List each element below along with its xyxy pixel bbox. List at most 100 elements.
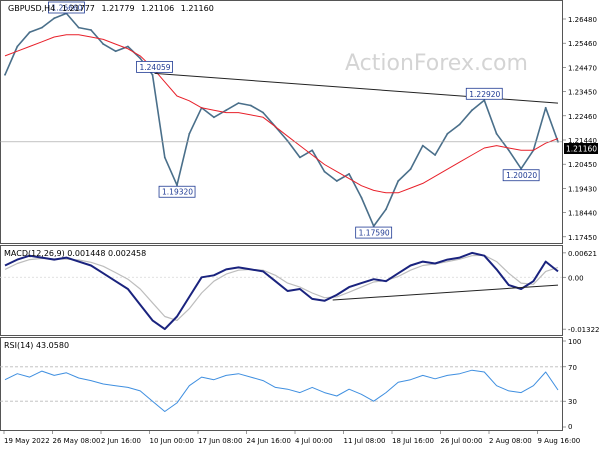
x-tick-label: 11 Jul 08:00 xyxy=(344,437,386,445)
rsi-panel-frame xyxy=(0,337,563,431)
rsi-line xyxy=(4,369,559,412)
x-tick-label: 26 May 08:00 xyxy=(53,437,101,445)
price-point xyxy=(483,99,486,102)
price-point xyxy=(4,73,6,76)
rsi-y-tick-label: 30 xyxy=(568,398,577,406)
x-tick-label: 2 Jun 16:00 xyxy=(101,437,141,445)
moving-average-line xyxy=(4,34,559,194)
price-point xyxy=(458,123,461,126)
x-tick-label: 24 Jun 16:00 xyxy=(247,437,291,445)
macd-plot xyxy=(0,251,562,331)
price-point xyxy=(434,154,436,156)
price-plot: 1.26660 1.24059 1.19320 1.17590 1.22920 1.200… xyxy=(0,1,562,239)
price-annotation-box xyxy=(502,169,540,182)
price-point xyxy=(151,73,154,76)
macd-main-line xyxy=(4,251,559,331)
rsi-plot xyxy=(0,366,562,412)
macd-support-trendline xyxy=(332,284,559,301)
price-panel-frame xyxy=(0,0,563,244)
price-annotation-label: 1.20020 xyxy=(506,171,537,180)
price-point xyxy=(385,208,387,211)
price-annotation-box xyxy=(158,185,196,198)
price-y-tick-label: 1.25460 xyxy=(568,40,597,48)
price-y-tick-label: 1.24470 xyxy=(568,64,597,72)
price-annotation-box xyxy=(355,226,393,239)
price-point xyxy=(348,173,350,175)
symbol-label: GBPUSD,H4 xyxy=(8,4,55,13)
macd-signal-line xyxy=(4,254,559,321)
price-annotation-label: 1.17590 xyxy=(359,229,390,238)
price-point xyxy=(163,156,166,159)
price-annotation-box xyxy=(136,60,173,73)
price-point xyxy=(213,116,215,119)
axes: 1.26480 1.25460 1.24470 1.23450 1.22460 1.214… xyxy=(3,16,599,445)
price-point xyxy=(262,111,264,114)
price-y-tick-label: 1.26480 xyxy=(568,16,597,24)
price-symbol-label: GBPUSD,H4 1.21777 1.21779 1.21106 1.2116… xyxy=(8,4,214,13)
rsi-label: RSI(14) 43.0580 xyxy=(4,341,69,350)
price-y-tick-label: 1.18440 xyxy=(568,210,597,218)
ohlc-open: 1.21777 xyxy=(62,4,95,13)
price-point xyxy=(225,109,228,112)
price-point xyxy=(237,102,240,104)
macd-y-tick-label: 0.00 xyxy=(568,274,584,282)
price-point xyxy=(495,132,498,135)
price-point xyxy=(188,132,191,135)
macd-label: MACD(12,26,9) 0.001448 0.002458 xyxy=(4,249,146,258)
price-y-tick-label: 1.22460 xyxy=(568,113,597,121)
price-point xyxy=(507,149,510,152)
price-point xyxy=(299,156,301,159)
price-y-tick-label: 1.23450 xyxy=(568,89,597,97)
price-point xyxy=(114,50,117,53)
price-point xyxy=(28,31,31,34)
price-y-tick-label: 1.19430 xyxy=(568,185,597,193)
price-point xyxy=(286,140,289,142)
rsi-y-tick-label: 100 xyxy=(568,338,581,346)
price-point xyxy=(311,149,314,152)
x-tick-label: 19 May 2022 xyxy=(4,437,50,445)
x-tick-label: 17 Jun 08:00 xyxy=(198,437,242,445)
price-point xyxy=(249,104,252,107)
price-point xyxy=(90,29,92,31)
x-tick-label: 4 Jul 00:00 xyxy=(295,437,333,445)
price-point xyxy=(77,26,80,29)
price-annotation-box xyxy=(465,87,503,100)
x-tick-label: 2 Aug 08:00 xyxy=(489,437,532,445)
price-point xyxy=(520,167,522,170)
price-point xyxy=(335,180,338,182)
price-point xyxy=(323,170,326,173)
price-point xyxy=(102,43,105,45)
price-y-tick-label: 1.20450 xyxy=(568,161,597,169)
macd-y-tick-label: 0.00621 xyxy=(568,250,597,258)
x-tick-label: 18 Jul 16:00 xyxy=(392,437,434,445)
ohlc-close: 1.21160 xyxy=(181,4,214,13)
price-point xyxy=(53,17,56,20)
price-annotation-box xyxy=(48,1,85,14)
price-point xyxy=(544,106,547,109)
price-point xyxy=(446,132,449,135)
current-price-label: 1.21160 xyxy=(566,145,597,154)
price-series-line xyxy=(4,12,559,227)
price-annotation-label: 1.22920 xyxy=(469,90,500,99)
price-annotation-label: 1.19320 xyxy=(162,188,193,197)
x-tick-label: 26 Jul 00:00 xyxy=(441,437,483,445)
price-point xyxy=(360,196,363,199)
ohlc-low: 1.21106 xyxy=(141,4,174,13)
price-y-tick-label: 1.17450 xyxy=(568,234,597,242)
current-price-tag: 1.21160 xyxy=(564,143,598,154)
price-annotation-label: 1.24059 xyxy=(140,63,171,72)
rsi-y-tick-label: 70 xyxy=(568,364,577,372)
price-point xyxy=(471,109,473,112)
price-point xyxy=(421,144,424,147)
x-tick-label: 10 Jun 00:00 xyxy=(150,437,194,445)
watermark-text: ActionForex.com xyxy=(345,51,528,76)
price-y-tick-label: 1.21440 xyxy=(568,137,597,145)
ohlc-high: 1.21779 xyxy=(101,4,134,13)
price-annotation-label: 1.26660 xyxy=(51,4,82,13)
price-point xyxy=(409,168,412,171)
price-point xyxy=(372,225,375,228)
price-point xyxy=(41,26,43,29)
price-point xyxy=(139,57,142,60)
price-point xyxy=(127,45,129,48)
